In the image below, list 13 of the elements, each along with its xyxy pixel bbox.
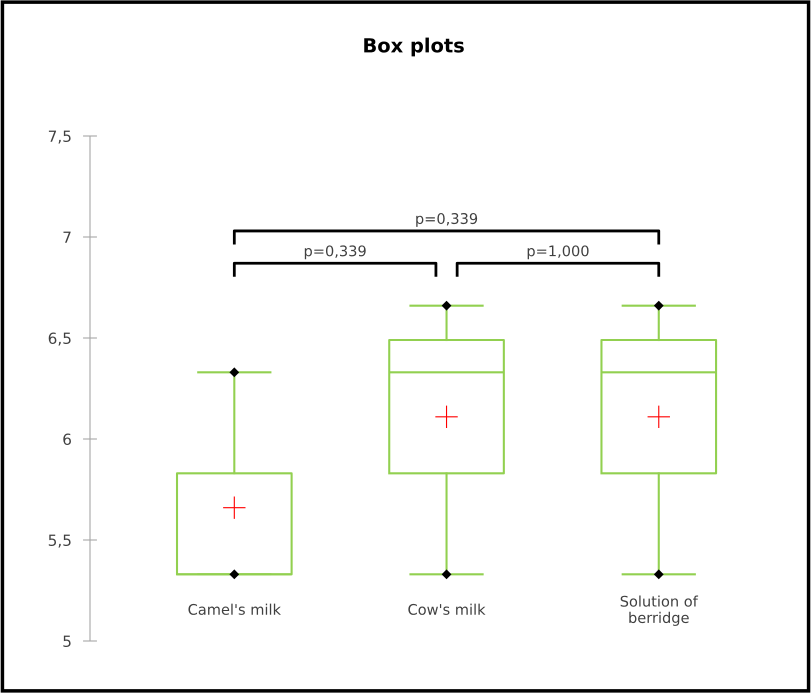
y-tick-label: 6 <box>63 433 71 446</box>
x-tick-label: Solution of berridge <box>620 595 698 626</box>
y-tick-label: 7 <box>63 232 71 243</box>
x-tick-label: Camel's milk <box>188 604 281 615</box>
annotation: p=1,000 <box>528 245 589 260</box>
chart-title: Box plots <box>364 38 464 56</box>
x-tick-label: Cow's milk <box>408 604 486 615</box>
y-tick-label: 6,5 <box>48 332 71 346</box>
y-tick-label: 7,5 <box>48 130 71 144</box>
annotation: p=0,339 <box>304 245 366 260</box>
y-tick-label: 5,5 <box>48 534 71 548</box>
annotation: p=0,339 <box>416 213 478 227</box>
y-tick-label: 5 <box>63 636 71 648</box>
